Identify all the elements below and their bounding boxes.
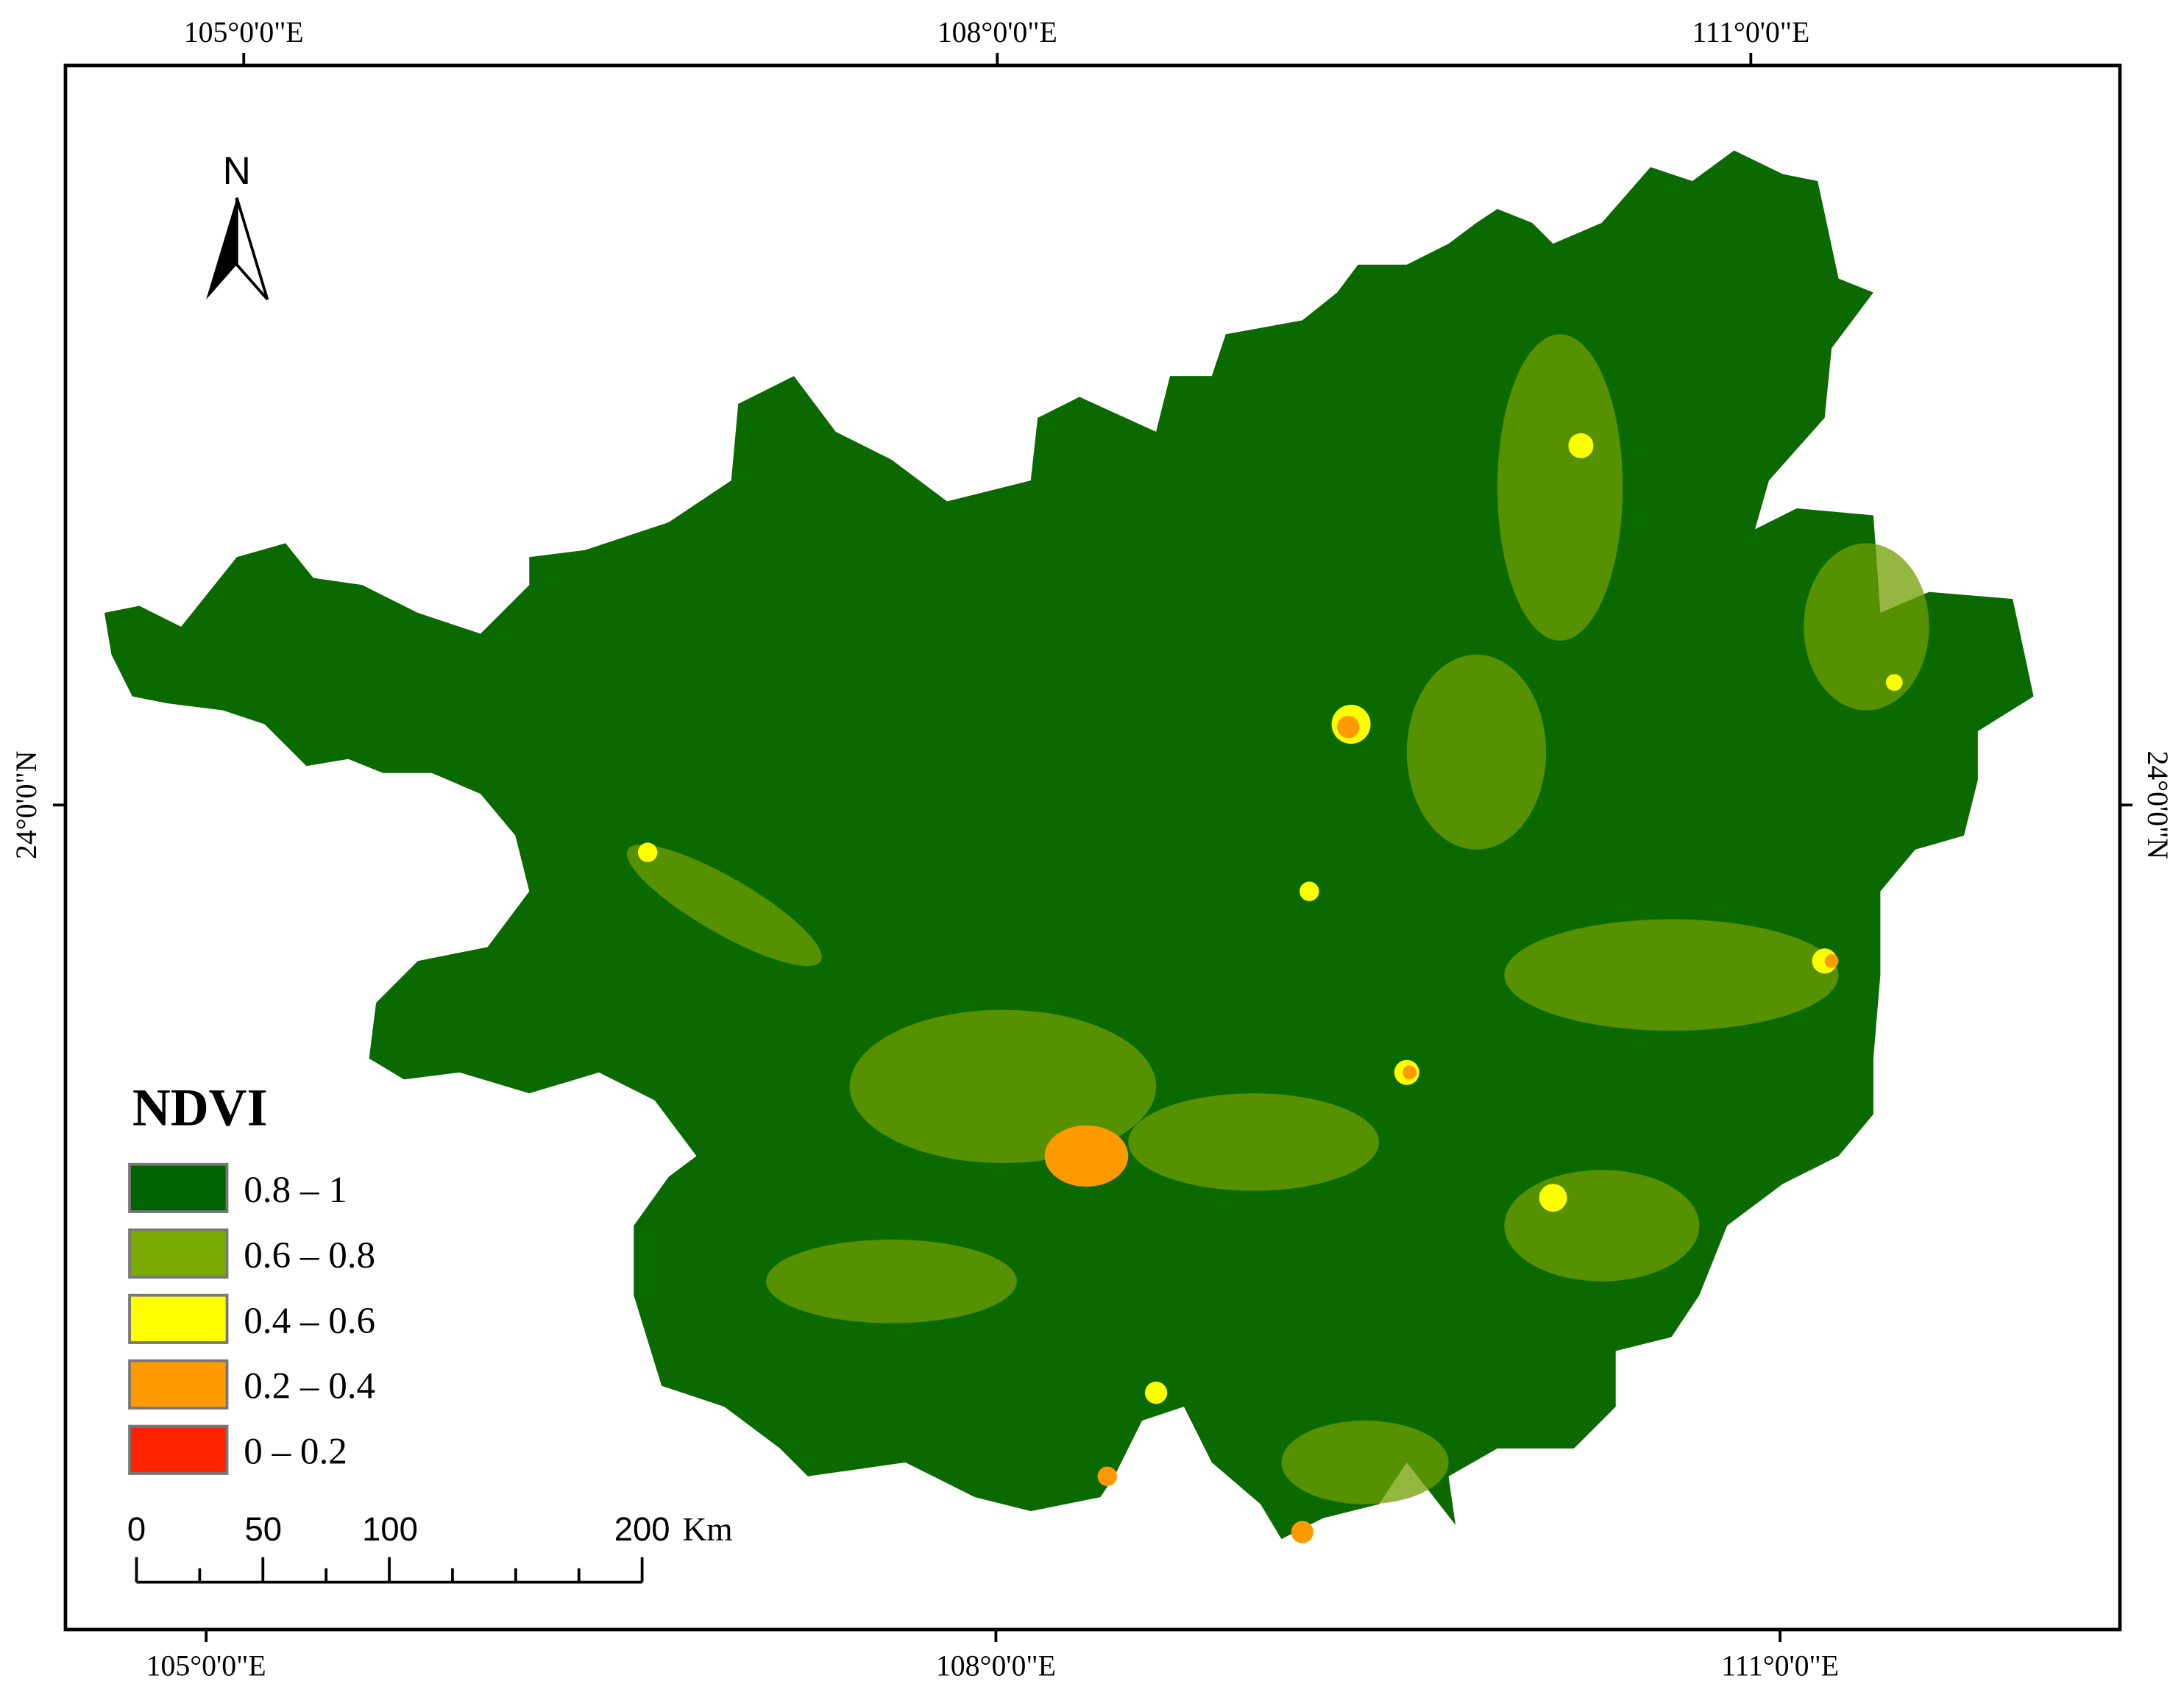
north-label: N	[223, 149, 251, 193]
scale-label: 200	[614, 1510, 670, 1548]
legend-swatch	[128, 1359, 229, 1410]
legend-label: 0 – 0.2	[244, 1431, 347, 1473]
legend-label: 0.4 – 0.6	[244, 1300, 375, 1342]
legend-title: NDVI	[132, 1079, 268, 1137]
legend-swatch	[128, 1228, 229, 1279]
scale-unit: Km	[683, 1511, 733, 1548]
graticule-label: 105°0'0"E	[146, 1649, 266, 1682]
scale-label: 50	[244, 1510, 282, 1548]
graticule-label: 108°0'0"E	[936, 1649, 1056, 1682]
map-frame	[63, 63, 2122, 1632]
bare-areas	[1044, 716, 1839, 1543]
graticule-label: 105°0'0"E	[184, 16, 304, 49]
scale-label: 100	[362, 1510, 418, 1548]
region	[104, 150, 2034, 1543]
graticule: 105°0'0"E 108°0'0"E 111°0'0"E 105°0'0"E 108°…	[10, 16, 2174, 1682]
legend-label: 0.2 – 0.4	[244, 1365, 375, 1407]
scale-label: 0	[127, 1510, 146, 1548]
arrow-right	[235, 197, 269, 301]
north-arrow: N	[206, 149, 269, 301]
graticule-label: 108°0'0"E	[937, 16, 1057, 49]
graticule-label: 24°0'0"N	[10, 751, 43, 860]
legend-swatch	[128, 1293, 229, 1344]
graticule-label: 111°0'0"E	[1721, 1649, 1839, 1682]
arrow-left	[206, 197, 237, 300]
graticule-label: 24°0'0"N	[2141, 751, 2174, 860]
legend: 0.8 – 1 0.6 – 0.8 0.4 – 0.6 0.2 – 0.4 0 – 0.…	[128, 1162, 375, 1475]
vegetation-patches	[626, 334, 1929, 1504]
legend-label: 0.6 – 0.8	[244, 1234, 375, 1276]
legend-swatch	[128, 1162, 229, 1213]
scale-bar: 0 50 100 200 Km	[127, 1510, 733, 1584]
legend-label: 0.8 – 1	[244, 1169, 347, 1211]
graticule-label: 111°0'0"E	[1692, 16, 1809, 49]
legend-swatch	[128, 1424, 229, 1475]
